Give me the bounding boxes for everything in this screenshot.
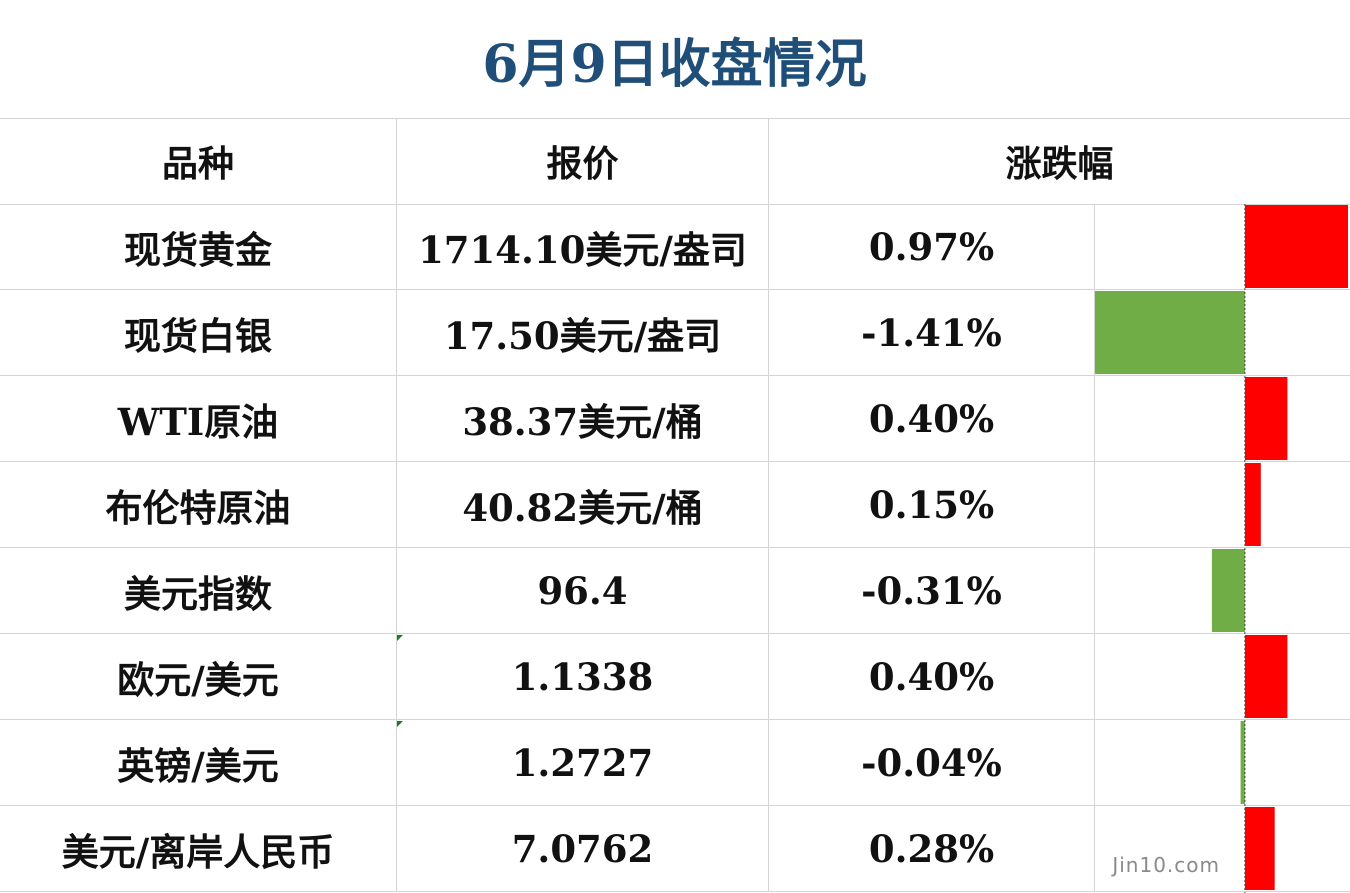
- row-change: -0.04%: [769, 720, 1095, 806]
- grid-line: [0, 289, 1350, 290]
- grid-line: [0, 547, 1350, 548]
- row-name: 欧元/美元: [0, 634, 397, 720]
- table-row: 现货黄金 1714.10美元/盎司 0.97%: [0, 204, 1350, 290]
- table-row: 美元指数 96.4 -0.31%: [0, 548, 1350, 634]
- change-bar: [1240, 721, 1245, 804]
- table-row: 美元/离岸人民币 7.0762 0.28%: [0, 806, 1350, 892]
- change-bar: [1244, 377, 1288, 460]
- row-change: -0.31%: [769, 548, 1095, 634]
- change-bar: [1244, 205, 1348, 288]
- header-row: 品种 报价 涨跌幅: [0, 118, 1350, 204]
- cell-comment-marker: [397, 635, 403, 641]
- change-bar: [1244, 635, 1288, 718]
- row-price: 38.37美元/桶: [397, 376, 769, 462]
- grid-line: [0, 891, 1350, 892]
- row-change: 0.28%: [769, 806, 1095, 892]
- grid-line: [0, 805, 1350, 806]
- row-name: 现货黄金: [0, 204, 397, 290]
- row-change: 0.40%: [769, 634, 1095, 720]
- row-name: 英镑/美元: [0, 720, 397, 806]
- table-row: 欧元/美元 1.1338 0.40%: [0, 634, 1350, 720]
- row-name: 美元/离岸人民币: [0, 806, 397, 892]
- grid-line: [0, 204, 1350, 205]
- change-bar-chart: [1095, 204, 1348, 893]
- row-change: 0.40%: [769, 376, 1095, 462]
- change-bar: [1244, 463, 1261, 546]
- row-change: -1.41%: [769, 290, 1095, 376]
- grid-line: [0, 375, 1350, 376]
- table-row: 布伦特原油 40.82美元/桶 0.15%: [0, 462, 1350, 548]
- row-name: WTI原油: [0, 376, 397, 462]
- grid-line: [0, 719, 1350, 720]
- row-price: 1714.10美元/盎司: [397, 204, 769, 290]
- table-row: WTI原油 38.37美元/桶 0.40%: [0, 376, 1350, 462]
- header-name: 品种: [0, 118, 397, 204]
- row-change: 0.97%: [769, 204, 1095, 290]
- row-name: 现货白银: [0, 290, 397, 376]
- table-row: 英镑/美元 1.2727 -0.04%: [0, 720, 1350, 806]
- header-change: 涨跌幅: [1005, 143, 1114, 185]
- row-name: 布伦特原油: [0, 462, 397, 548]
- page-title: 6月9日收盘情况: [0, 0, 1349, 119]
- grid-line: [0, 633, 1350, 634]
- table-row: 现货白银 17.50美元/盎司 -1.41%: [0, 290, 1350, 376]
- row-price: 1.2727: [397, 720, 769, 806]
- row-price: 1.1338: [397, 634, 769, 720]
- grid-line: [0, 118, 1350, 119]
- watermark: Jin10.com: [1112, 853, 1220, 877]
- header-price: 报价: [397, 118, 769, 204]
- row-price: 17.50美元/盎司: [397, 290, 769, 376]
- change-bar: [1095, 291, 1245, 374]
- change-bar: [1211, 549, 1245, 632]
- row-price: 96.4: [397, 548, 769, 634]
- row-price: 7.0762: [397, 806, 769, 892]
- row-name: 美元指数: [0, 548, 397, 634]
- row-price: 40.82美元/桶: [397, 462, 769, 548]
- grid-line: [0, 461, 1350, 462]
- row-change: 0.15%: [769, 462, 1095, 548]
- change-bar: [1244, 807, 1275, 890]
- cell-comment-marker: [397, 721, 403, 727]
